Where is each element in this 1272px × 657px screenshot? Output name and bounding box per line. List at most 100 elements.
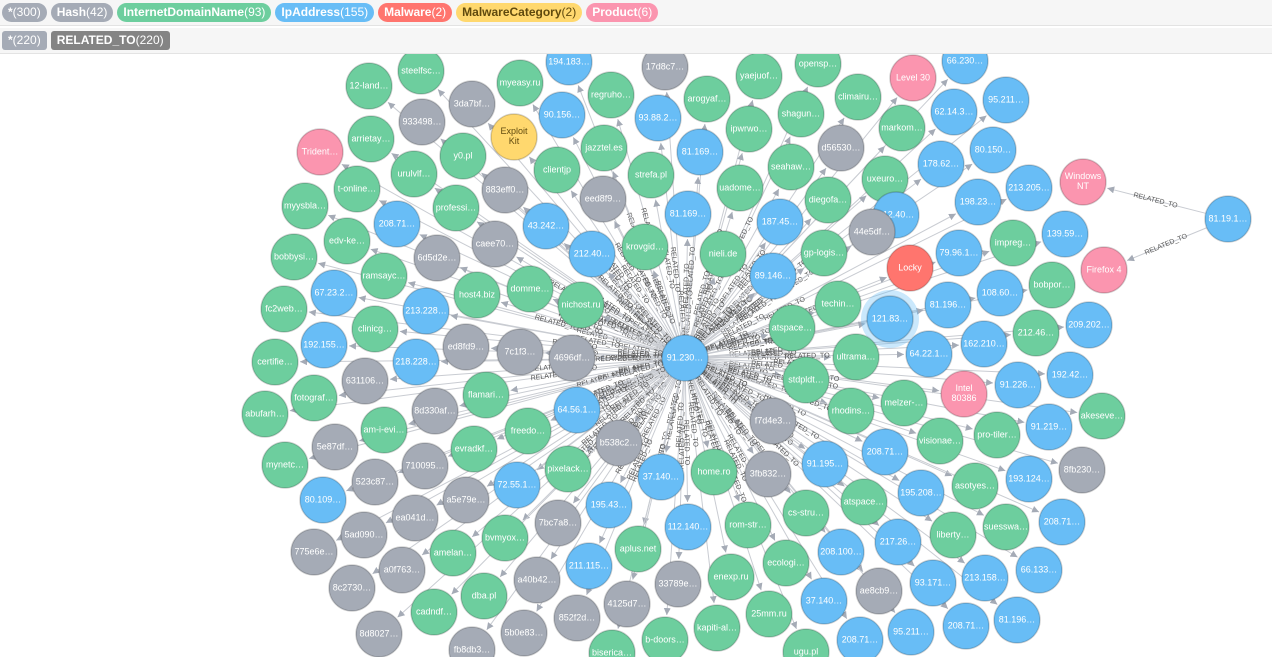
filter-pill[interactable]: MalwareCategory(2) [456,3,583,22]
node[interactable]: 91.195… [801,440,849,488]
node[interactable]: clientjp [533,146,581,194]
node[interactable]: 93.171… [909,559,957,607]
node[interactable]: 91.226… [994,361,1042,409]
node[interactable]: f7d4e3… [749,397,797,445]
node[interactable]: akeseve… [1078,392,1126,440]
node[interactable]: a0f763… [378,546,426,594]
node[interactable]: 37.140… [800,577,848,625]
filter-pill[interactable]: *(220) [2,31,47,50]
node[interactable]: 95.211… [887,608,935,656]
node[interactable]: 95.211… [982,76,1030,124]
node[interactable]: 121.83… [861,290,919,348]
node[interactable]: 91.219… [1025,403,1073,451]
node[interactable]: 4125d7… [603,580,651,628]
node[interactable]: yaejuof… [735,52,783,100]
node[interactable]: 81.196… [924,281,972,329]
node[interactable]: 43.242… [522,202,570,250]
node[interactable]: 193.124… [1005,455,1053,503]
node[interactable]: ed8fd9… [442,323,490,371]
node[interactable]: 3fb832… [744,450,792,498]
node[interactable]: 4696df… [548,334,596,382]
node[interactable]: Level 30 [889,54,937,102]
node[interactable]: 8fb230… [1058,446,1106,494]
node[interactable]: freedo… [504,407,552,455]
node[interactable]: 81.169… [676,128,724,176]
node[interactable]: 208.71… [942,602,990,650]
node[interactable]: home.ro [690,448,738,496]
node[interactable]: climairu… [834,73,882,121]
node[interactable]: enexp.ru [707,553,755,601]
node[interactable]: markom… [878,104,926,152]
node[interactable]: 523c87… [351,458,399,506]
node[interactable]: liberty… [929,511,977,559]
filter-pill[interactable]: *(300) [2,3,47,22]
node[interactable]: Exploit Kit [490,113,538,161]
node[interactable]: 213.158… [961,554,1009,602]
node[interactable]: 631106… [341,357,389,405]
node[interactable]: ramsayc… [360,252,408,300]
node[interactable]: b-doors… [641,616,689,657]
node[interactable]: suesswa… [982,503,1030,551]
node[interactable]: 67.23.2… [310,269,358,317]
node[interactable]: 213.205… [1005,164,1053,212]
node[interactable]: b538c2… [595,419,643,467]
node[interactable]: 3da7bf… [448,80,496,128]
node[interactable]: 217.26… [874,518,922,566]
node[interactable]: rhodins… [827,387,875,435]
node[interactable]: 79.96.1… [935,229,983,277]
filter-pill[interactable]: Product(6) [586,3,659,22]
node[interactable]: 81.196… [993,596,1041,644]
node[interactable]: professi… [432,184,480,232]
node[interactable]: myysbla… [281,182,329,230]
node[interactable]: 72.55.1… [493,461,541,509]
node[interactable]: 8d330af… [411,387,459,435]
node[interactable]: 12-land… [345,62,393,110]
node[interactable]: bvmyox… [481,514,529,562]
node[interactable]: ugu.pl [782,628,830,657]
node[interactable]: 7bc7a8… [534,499,582,547]
node[interactable]: ecologi… [762,539,810,587]
node[interactable]: 213.228… [402,287,450,335]
node[interactable]: 208.71… [861,428,909,476]
node[interactable]: 209.202… [1065,301,1113,349]
node[interactable]: 710095… [401,442,449,490]
node[interactable]: pixelack… [544,445,592,493]
node[interactable]: nieli.de [699,230,747,278]
node[interactable]: 91.230… [661,334,709,382]
node[interactable]: 883eff0… [481,166,529,214]
filter-pill[interactable]: RELATED_TO(220) [50,31,170,50]
node[interactable]: 195.43… [585,481,633,529]
node[interactable]: bobpor… [1028,261,1076,309]
filter-pill[interactable]: Hash(42) [50,3,114,22]
node[interactable]: evradkf… [450,425,498,473]
node[interactable]: caee70… [471,220,519,268]
filter-pill[interactable]: IpAddress(155) [275,3,375,22]
node[interactable]: dba.pl [460,572,508,620]
node[interactable]: arogyaf… [683,75,731,123]
node[interactable]: atspace… [840,478,888,526]
node[interactable]: biserica… [588,629,636,657]
node[interactable]: fb8db3… [448,626,496,657]
node[interactable]: 33789e… [654,560,702,608]
node[interactable]: 208.71… [836,616,884,657]
node[interactable]: 8d8027… [355,610,403,657]
node[interactable]: 218.228… [392,338,440,386]
node[interactable]: 90.156… [538,91,586,139]
node[interactable]: abufarh… [241,390,289,438]
node[interactable]: Firefox 4 [1080,246,1128,294]
node[interactable]: 5e87df… [311,423,359,471]
node[interactable]: 187.45… [756,198,804,246]
node[interactable]: Windows NT [1059,158,1107,206]
node[interactable]: ipwrwo… [725,105,773,153]
node[interactable]: 208.71… [373,200,421,248]
node[interactable]: 80.150… [969,126,1017,174]
node[interactable]: eed8f9… [579,175,627,223]
node[interactable]: 108.60… [976,269,1024,317]
node[interactable]: 195.208… [897,469,945,517]
node[interactable]: urulvlf… [390,150,438,198]
node[interactable]: ea041d… [391,494,439,542]
node[interactable]: 89.146… [749,252,797,300]
node[interactable]: y0.pl [439,132,487,180]
node[interactable]: Trident… [296,128,344,176]
node[interactable]: atspace… [768,304,816,352]
